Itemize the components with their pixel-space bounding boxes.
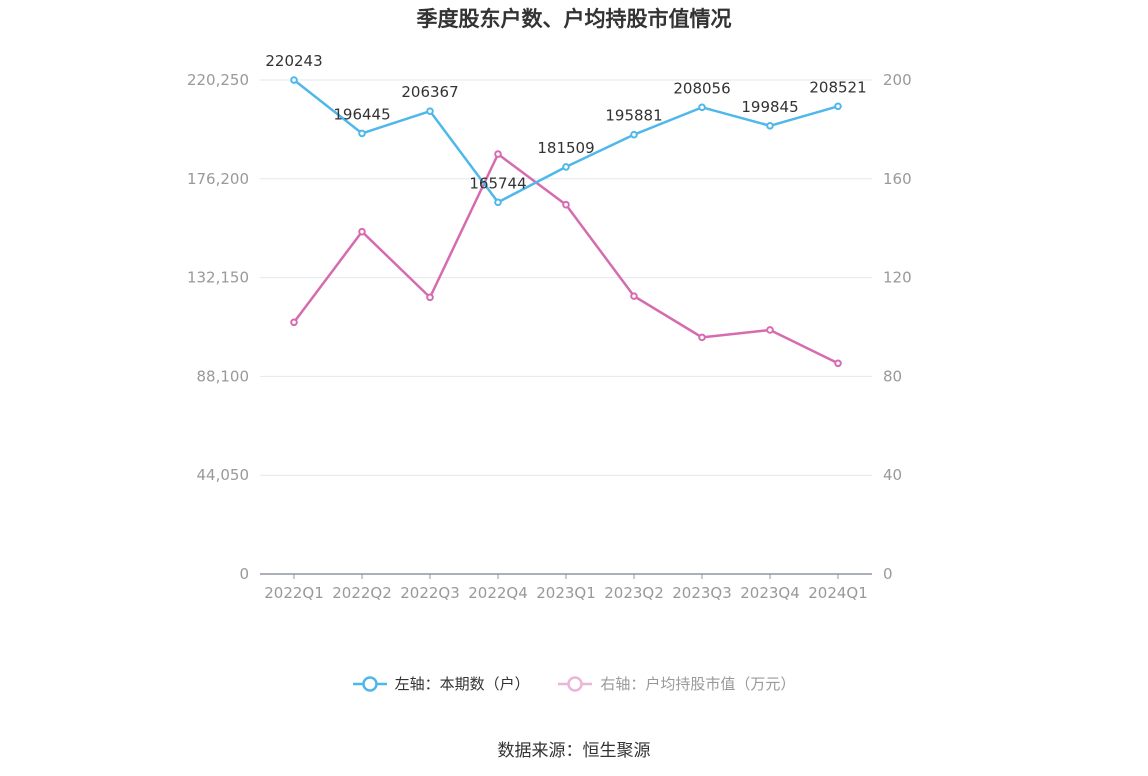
data-point-holders: [290, 76, 298, 84]
data-point-value: [834, 359, 842, 368]
legend: 左轴：本期数（户） 右轴：户均持股市值（万元）: [0, 673, 1148, 696]
data-label-holders: 208056: [673, 79, 730, 97]
data-label-holders: 220243: [265, 52, 322, 70]
left-axis-tick-label: 44,050: [197, 466, 250, 484]
x-axis-tick-label: 2022Q1: [264, 584, 324, 602]
data-point-holders: [766, 121, 774, 130]
x-axis-tick-label: 2023Q4: [740, 584, 800, 602]
data-point-holders: [698, 103, 706, 112]
legend-label-holders: 左轴：本期数（户）: [394, 675, 530, 693]
x-axis-tick-label: 2022Q3: [400, 584, 460, 602]
left-axis-tick-label: 176,200: [187, 170, 249, 188]
data-label-holders: 165744: [469, 174, 526, 192]
data-label-holders: 208521: [809, 78, 866, 96]
data-point-value: [766, 326, 774, 334]
right-axis-tick-label: 80: [883, 367, 902, 385]
data-point-value: [494, 150, 502, 158]
data-point-holders: [494, 198, 502, 207]
data-point-value: [698, 333, 706, 342]
grid-lines: [260, 79, 872, 476]
x-axis-tick-label: 2023Q1: [536, 584, 596, 602]
series-line-value: [293, 152, 839, 365]
x-axis-tick-label: 2023Q2: [604, 584, 664, 602]
left-axis-tick-label: 132,150: [187, 269, 249, 287]
legend-marker-value: [558, 675, 593, 692]
data-point-value: [290, 318, 298, 327]
data-point-value: [426, 293, 434, 302]
data-point-value: [358, 227, 366, 236]
x-axis-tick-label: 2024Q1: [808, 584, 868, 602]
source-note: 数据来源：恒生聚源: [497, 741, 651, 761]
data-point-value: [630, 292, 638, 300]
right-axis-tick-label: 120: [883, 269, 912, 287]
x-axis-tick-label: 2023Q3: [672, 584, 732, 602]
legend-label-value: 右轴：户均持股市值（万元）: [600, 675, 796, 693]
left-axis-tick-label: 0: [239, 565, 249, 583]
chart-title: 季度股东户数、户均持股市值情况: [416, 7, 732, 31]
axes: 0 44,050 88,100 132,150 176,200 220,250 0 40 80 1…: [187, 71, 912, 602]
series: [290, 76, 842, 368]
data-label-holders: 206367: [401, 83, 458, 101]
data-point-holders: [630, 130, 638, 139]
data-label-holders: 195881: [605, 107, 662, 125]
data-labels: 220243 196445 206367 165744 181509 195881 2080…: [265, 52, 866, 192]
data-label-holders: 196445: [333, 105, 390, 123]
left-axis-tick-label: 220,250: [187, 71, 249, 89]
data-label-holders: 181509: [537, 139, 594, 157]
legend-item-holders[interactable]: 左轴：本期数（户）: [352, 673, 530, 694]
right-axis-tick-label: 40: [883, 466, 902, 484]
x-axis-tick-label: 2022Q2: [332, 584, 392, 602]
x-axis-tick-label: 2022Q4: [468, 584, 528, 602]
legend-item-value[interactable]: 右轴：户均持股市值（万元）: [558, 673, 795, 694]
data-label-holders: 199845: [741, 98, 798, 116]
data-point-holders: [426, 107, 434, 115]
data-point-holders: [358, 129, 366, 138]
legend-marker-holders: [352, 675, 387, 692]
right-axis-tick-label: 0: [883, 565, 893, 583]
data-point-holders: [562, 163, 570, 171]
right-axis-tick-label: 160: [883, 170, 912, 188]
data-point-value: [562, 200, 570, 209]
data-point-holders: [834, 102, 842, 111]
right-axis-tick-label: 200: [883, 71, 912, 89]
left-axis-tick-label: 88,100: [197, 367, 250, 385]
